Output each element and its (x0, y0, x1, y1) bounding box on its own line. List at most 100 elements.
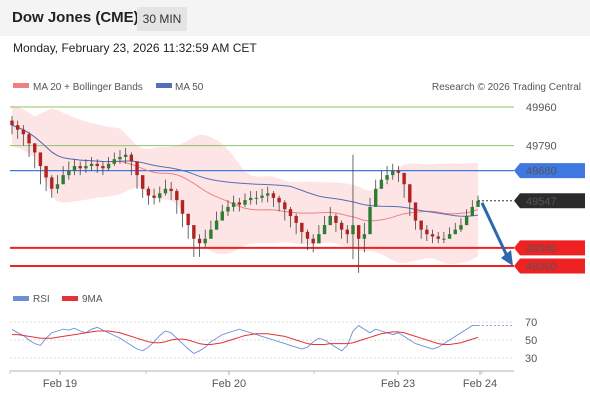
candle (425, 225, 429, 242)
rsi-ma-line (12, 330, 479, 345)
candle-body (447, 234, 452, 239)
rsi-tick-label: 70 (525, 317, 537, 329)
candle-body (123, 154, 128, 157)
candle-body (192, 225, 196, 239)
candle (379, 170, 384, 189)
candle (294, 213, 298, 235)
candle (300, 222, 304, 244)
candle-body (459, 225, 463, 230)
candle-body (476, 200, 480, 207)
candle (209, 220, 213, 239)
candle (356, 225, 361, 273)
candle-body (237, 202, 242, 205)
candle-body (300, 222, 304, 232)
candle-body (72, 166, 77, 171)
candle-body (67, 170, 71, 176)
candle (33, 143, 37, 169)
candle-body (396, 170, 401, 173)
candle-body (442, 238, 446, 240)
candle (118, 150, 122, 164)
candle-body (362, 234, 367, 239)
candle (254, 191, 259, 205)
candle (129, 152, 134, 176)
candle-body (112, 159, 116, 164)
candle (345, 225, 349, 244)
candle (146, 186, 151, 205)
research-credit: Research © 2026 Trading Central (432, 82, 581, 93)
candle-body (379, 179, 384, 189)
candle (436, 231, 440, 244)
candle (15, 120, 20, 139)
candle-body (294, 216, 298, 223)
candle (266, 186, 270, 203)
candle (106, 156, 111, 171)
candle-body (419, 220, 423, 230)
candle (243, 193, 247, 207)
candle (38, 152, 43, 185)
candle-body (356, 225, 361, 239)
level-label-49790: 49790 (526, 141, 557, 153)
candle (203, 229, 207, 248)
x-tick-label: Feb 23 (381, 378, 415, 390)
candle-body (21, 129, 26, 135)
candle-body (163, 188, 168, 194)
candle (328, 206, 332, 226)
candle-body (322, 225, 327, 235)
candle-body (413, 202, 418, 221)
instrument-title: Dow Jones (CME) (12, 9, 139, 26)
candle (197, 234, 202, 257)
level-label-49340: 49340 (526, 243, 557, 255)
candle-body (55, 184, 60, 189)
candle-body (78, 166, 82, 169)
candle (317, 225, 321, 244)
candle-body (339, 222, 344, 230)
candle-body (61, 175, 65, 185)
candle-body (95, 163, 99, 167)
candle (192, 225, 196, 257)
candle (180, 200, 185, 228)
last-price-label: 49547 (526, 196, 557, 208)
candle-body (129, 154, 134, 162)
candle-body (226, 206, 230, 212)
candle-body (158, 193, 162, 198)
candle (72, 159, 77, 176)
candle (322, 216, 327, 235)
candle (419, 220, 423, 239)
candle (391, 163, 395, 180)
candle-body (248, 197, 253, 201)
candle (402, 172, 406, 198)
candle-body (328, 216, 332, 226)
candle (459, 218, 463, 232)
candle-body (430, 234, 435, 237)
ma50-legend-swatch (156, 83, 172, 88)
candle (453, 222, 457, 235)
candle (237, 197, 242, 212)
bollinger-legend-label: MA 20 + Bollinger Bands (33, 82, 143, 93)
candle-body (220, 211, 224, 221)
candle-body (311, 238, 315, 244)
candle-body (33, 143, 37, 153)
candle-body (231, 202, 236, 207)
candle-body (203, 238, 207, 244)
candle-body (305, 231, 310, 239)
candle-body (391, 170, 395, 176)
candle-body (38, 152, 43, 167)
candle-body (408, 184, 412, 203)
candle-body (260, 195, 264, 198)
candle-body (243, 200, 247, 205)
level-tag-49680 (514, 163, 585, 179)
candle-body (169, 188, 173, 192)
candle (44, 166, 48, 192)
candle-body (277, 197, 281, 203)
candle (470, 200, 475, 217)
candle (84, 159, 88, 173)
candle-body (271, 193, 276, 198)
candle (362, 222, 367, 253)
candle (123, 147, 128, 164)
timeframe-button[interactable]: 30 MIN (137, 7, 187, 31)
candle-body (334, 216, 338, 223)
candle (277, 195, 281, 212)
rsi-legend-label: RSI (33, 294, 50, 305)
candle-body (15, 125, 20, 130)
bollinger-band (12, 104, 478, 264)
